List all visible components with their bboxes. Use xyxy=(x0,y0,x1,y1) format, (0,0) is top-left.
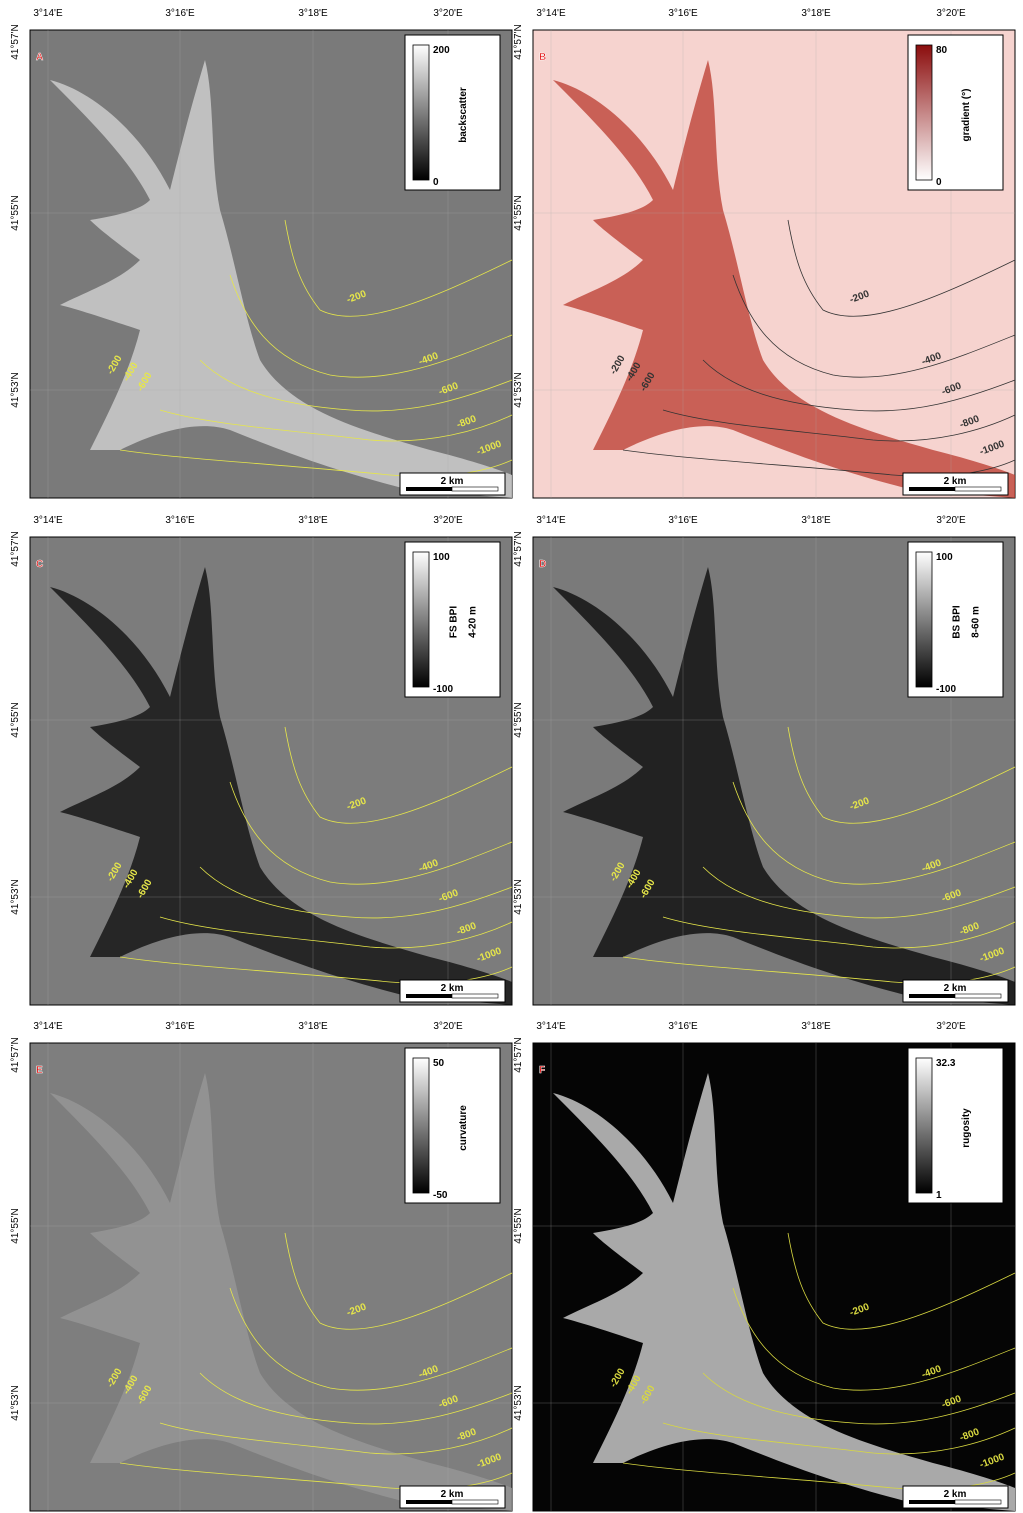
legend-label: rugosity xyxy=(961,1108,972,1148)
legend-max: 80 xyxy=(936,45,948,56)
legend-ramp xyxy=(916,552,932,687)
latitude-label: 41°57'N xyxy=(513,531,524,566)
scale-bar-light xyxy=(452,994,498,998)
latitude-label: 41°55'N xyxy=(513,1208,524,1243)
latitude-label: 41°53'N xyxy=(513,372,524,407)
latitude-label: 41°53'N xyxy=(10,879,21,914)
legend-label: BS BPI xyxy=(952,605,963,639)
scale-bar-light xyxy=(452,487,498,491)
legend-min: -100 xyxy=(433,684,453,695)
scale-bar-dark xyxy=(909,994,955,998)
map-panel: -200-400-600-800-1000-200-400-6003°14'E3… xyxy=(513,1021,1015,1511)
scale-bar-light xyxy=(955,1500,1001,1504)
longitude-label: 3°14'E xyxy=(536,8,566,19)
panel-letter: B xyxy=(539,52,546,63)
legend-label: 8-60 m xyxy=(971,606,982,638)
legend-max: 200 xyxy=(433,45,450,56)
legend-min: 0 xyxy=(433,177,439,188)
longitude-label: 3°18'E xyxy=(298,8,328,19)
longitude-label: 3°18'E xyxy=(801,8,831,19)
scale-bar-light xyxy=(955,994,1001,998)
scale-bar-dark xyxy=(909,487,955,491)
latitude-label: 41°55'N xyxy=(513,702,524,737)
scale-bar-dark xyxy=(406,994,452,998)
scale-bar-dark xyxy=(406,487,452,491)
longitude-label: 3°14'E xyxy=(536,515,566,526)
legend-label: curvature xyxy=(458,1105,469,1151)
legend-ramp xyxy=(916,45,932,180)
longitude-label: 3°14'E xyxy=(33,1021,63,1032)
panel-letter: F xyxy=(539,1065,545,1076)
latitude-label: 41°57'N xyxy=(10,531,21,566)
scale-label: 2 km xyxy=(441,1489,464,1500)
latitude-label: 41°55'N xyxy=(10,702,21,737)
legend-label: gradient (°) xyxy=(961,89,972,142)
legend-min: -50 xyxy=(433,1190,448,1201)
longitude-label: 3°16'E xyxy=(668,1021,698,1032)
longitude-label: 3°18'E xyxy=(298,515,328,526)
panel-letter: E xyxy=(36,1065,43,1076)
legend-max: 32.3 xyxy=(936,1058,956,1069)
legend-label: FS BPI xyxy=(449,606,460,638)
longitude-label: 3°14'E xyxy=(536,1021,566,1032)
scale-bar-dark xyxy=(909,1500,955,1504)
longitude-label: 3°14'E xyxy=(33,8,63,19)
longitude-label: 3°18'E xyxy=(801,1021,831,1032)
longitude-label: 3°18'E xyxy=(801,515,831,526)
longitude-label: 3°16'E xyxy=(165,1021,195,1032)
scale-label: 2 km xyxy=(944,1489,967,1500)
scale-bar-light xyxy=(955,487,1001,491)
scale-label: 2 km xyxy=(441,476,464,487)
latitude-label: 41°57'N xyxy=(10,1037,21,1072)
scale-label: 2 km xyxy=(441,983,464,994)
panel-letter: D xyxy=(539,559,546,570)
latitude-label: 41°55'N xyxy=(513,195,524,230)
legend-max: 100 xyxy=(936,552,953,563)
longitude-label: 3°14'E xyxy=(33,515,63,526)
latitude-label: 41°57'N xyxy=(513,1037,524,1072)
latitude-label: 41°57'N xyxy=(10,24,21,59)
latitude-label: 41°53'N xyxy=(10,372,21,407)
scale-label: 2 km xyxy=(944,983,967,994)
legend-ramp xyxy=(916,1058,932,1193)
longitude-label: 3°20'E xyxy=(936,8,966,19)
latitude-label: 41°55'N xyxy=(10,1208,21,1243)
longitude-label: 3°16'E xyxy=(165,8,195,19)
scale-label: 2 km xyxy=(944,476,967,487)
longitude-label: 3°16'E xyxy=(668,515,698,526)
latitude-label: 41°57'N xyxy=(513,24,524,59)
longitude-label: 3°20'E xyxy=(433,515,463,526)
legend-max: 100 xyxy=(433,552,450,563)
panel-letter: C xyxy=(36,559,43,570)
latitude-label: 41°53'N xyxy=(10,1385,21,1420)
legend-min: 1 xyxy=(936,1190,942,1201)
latitude-label: 41°55'N xyxy=(10,195,21,230)
panel-letter: A xyxy=(36,52,43,63)
legend-ramp xyxy=(413,552,429,687)
scale-bar-dark xyxy=(406,1500,452,1504)
longitude-label: 3°20'E xyxy=(433,1021,463,1032)
map-panel: -200-400-600-800-1000-200-400-6003°14'E3… xyxy=(10,1021,512,1511)
longitude-label: 3°16'E xyxy=(668,8,698,19)
longitude-label: 3°18'E xyxy=(298,1021,328,1032)
map-panel: -200-400-600-800-1000-200-400-6003°14'E3… xyxy=(10,8,512,498)
legend-min: 0 xyxy=(936,177,942,188)
scale-bar-light xyxy=(452,1500,498,1504)
longitude-label: 3°20'E xyxy=(936,1021,966,1032)
legend-label: 4-20 m xyxy=(468,606,479,638)
longitude-label: 3°20'E xyxy=(936,515,966,526)
legend-min: -100 xyxy=(936,684,956,695)
figure: -200-400-600-800-1000-200-400-6003°14'E3… xyxy=(0,0,1023,1513)
legend-label: backscatter xyxy=(458,87,469,143)
longitude-label: 3°20'E xyxy=(433,8,463,19)
latitude-label: 41°53'N xyxy=(513,1385,524,1420)
legend-ramp xyxy=(413,45,429,180)
longitude-label: 3°16'E xyxy=(165,515,195,526)
legend-ramp xyxy=(413,1058,429,1193)
latitude-label: 41°53'N xyxy=(513,879,524,914)
legend-max: 50 xyxy=(433,1058,445,1069)
